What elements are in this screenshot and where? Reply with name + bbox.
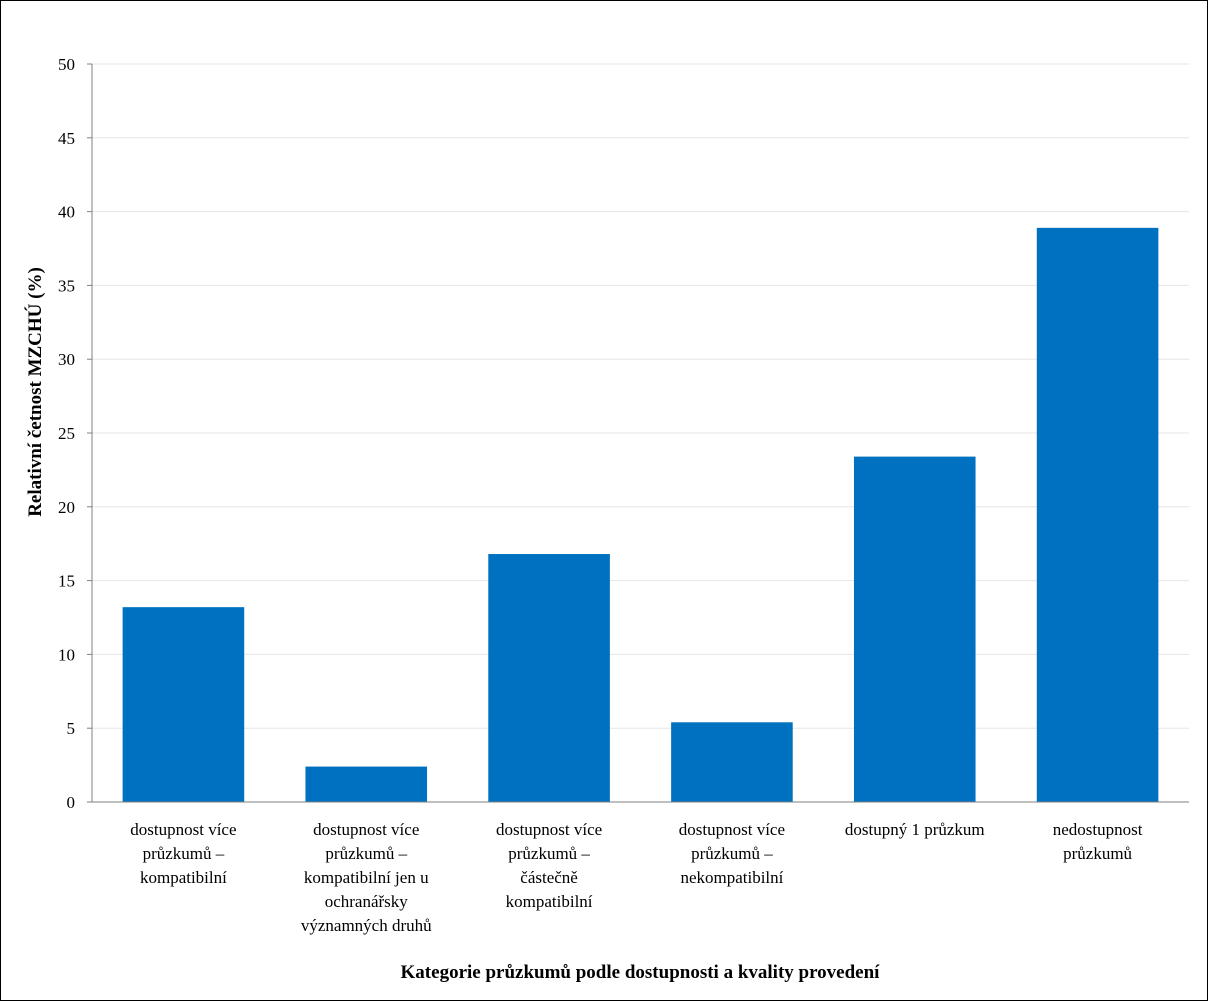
- y-tick-label: 15: [58, 572, 75, 591]
- y-tick-label: 10: [58, 645, 75, 664]
- y-tick-label: 35: [58, 276, 75, 295]
- bar: [488, 554, 610, 802]
- x-category-label: nedostupnost průzkumů: [1053, 820, 1143, 863]
- y-tick-label: 0: [67, 793, 76, 812]
- y-tick-label: 45: [58, 129, 75, 148]
- gridlines: [92, 64, 1189, 728]
- y-tick-label: 40: [58, 203, 75, 222]
- x-category-label: dostupný 1 průzkum: [845, 820, 985, 839]
- bars: [123, 228, 1159, 802]
- y-tick-labels: 0 5 10 15 20 25 30 35 40 45 50: [58, 55, 75, 812]
- x-axis-title: Kategorie průzkumů podle dostupnosti a k…: [401, 962, 881, 983]
- x-category-label: dostupnost více průzkumů – kompatibilní: [130, 820, 236, 887]
- y-tick-label: 30: [58, 350, 75, 369]
- x-category-labels: dostupnost více průzkumů – kompatibilní dos…: [130, 820, 1142, 935]
- bar: [671, 722, 793, 802]
- y-axis-title: Relativní četnost MZCHÚ (%): [24, 267, 46, 517]
- y-tick-label: 20: [58, 498, 75, 517]
- y-tick-label: 5: [67, 719, 76, 738]
- x-category-label: dostupnost více průzkumů – kompatibilní je…: [301, 820, 432, 935]
- bar: [1037, 228, 1159, 802]
- bar: [123, 607, 245, 802]
- x-category-label: dostupnost více průzkumů – částečně kompati…: [496, 820, 602, 911]
- bar: [305, 767, 427, 802]
- x-category-label: dostupnost více průzkumů – nekompatibilní: [679, 820, 785, 887]
- y-tick-label: 50: [58, 55, 75, 74]
- y-tick-label: 25: [58, 424, 75, 443]
- bar: [854, 457, 976, 802]
